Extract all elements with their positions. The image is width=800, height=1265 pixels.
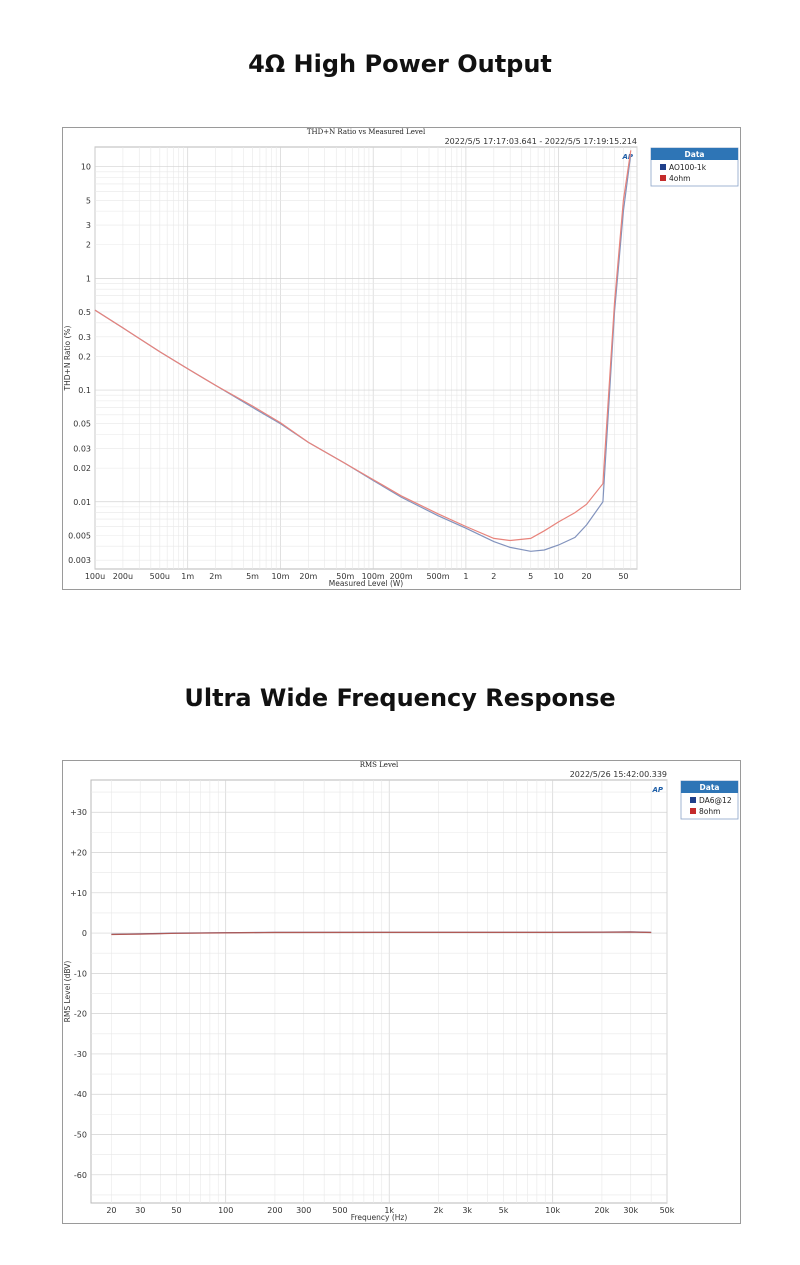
legend-label-1: AO100-1k	[669, 163, 707, 172]
x-tick-label: 2k	[434, 1206, 444, 1215]
plot-area	[94, 146, 638, 570]
x-axis-label: Frequency (Hz)	[351, 1213, 408, 1222]
x-tick-label: 30	[135, 1206, 145, 1215]
x-tick-label: 200	[267, 1206, 282, 1215]
y-tick-label: 0.2	[78, 352, 91, 361]
y-tick-label: 0.5	[78, 308, 91, 317]
series-line-2	[111, 931, 652, 936]
section-heading-frequency: Ultra Wide Frequency Response	[184, 684, 616, 712]
x-tick-label: 10k	[545, 1206, 560, 1215]
y-tick-label: -10	[74, 969, 87, 978]
y-tick-label: 0.02	[73, 464, 91, 473]
x-tick-label: 300	[296, 1206, 311, 1215]
y-tick-label: 5	[86, 196, 91, 205]
x-tick-label: 50	[171, 1206, 181, 1215]
x-tick-label: 500u	[150, 572, 170, 581]
legend-label-2: 4ohm	[669, 174, 690, 183]
y-axis-label: RMS Level (dBV)	[63, 961, 72, 1023]
x-tick-label: 5m	[246, 572, 259, 581]
y-tick-label: 0.1	[78, 386, 91, 395]
plot-area	[90, 779, 668, 1204]
grid	[94, 147, 638, 569]
y-tick-label: -40	[74, 1090, 87, 1099]
chart-1: 100u 200u 500u 1m 2m 5m 10m 20m 50m 100m 200m 500m 1…	[62, 127, 741, 590]
x-tick-label: 30k	[623, 1206, 638, 1215]
x-tick-label: 50	[618, 572, 628, 581]
y-tick-label: +20	[70, 849, 87, 858]
x-tick-label: 1	[463, 572, 468, 581]
legend-title: Data	[700, 783, 720, 792]
x-tick-label: 2m	[209, 572, 222, 581]
x-tick-label: 20m	[299, 572, 317, 581]
y-axis-label: THD+N Ratio (%)	[63, 325, 72, 391]
grid	[91, 780, 668, 1203]
x-tick-label: 50k	[660, 1206, 675, 1215]
x-tick-label: 20	[106, 1206, 116, 1215]
legend: Data DA6@12 8ohm	[680, 780, 739, 820]
y-tick-label: -50	[74, 1131, 87, 1140]
y-tick-label: +30	[70, 808, 87, 817]
ap-logo-icon: AP	[621, 153, 633, 161]
x-tick-label: 20	[581, 572, 591, 581]
legend-header	[651, 148, 738, 160]
x-tick-label: 200u	[113, 572, 133, 581]
legend-header	[681, 781, 738, 793]
chart-title: RMS Level	[360, 761, 399, 769]
y-tick-label: 2	[86, 241, 91, 250]
legend-swatch-1	[660, 164, 666, 170]
y-tick-label: 0.03	[73, 444, 91, 453]
x-tick-label: 1k	[384, 1206, 394, 1215]
x-tick-label: 20k	[595, 1206, 610, 1215]
y-tick-label: 3	[86, 221, 91, 230]
x-tick-label: 500m	[426, 572, 449, 581]
section-heading-power: 4Ω High Power Output	[248, 50, 552, 78]
y-tick-label: 10	[81, 163, 91, 172]
series-line-2	[94, 150, 632, 542]
ap-logo-icon: AP	[651, 786, 663, 794]
legend-swatch-2	[660, 175, 666, 181]
legend-label-1: DA6@12	[699, 796, 732, 805]
x-tick-label: 200m	[390, 572, 413, 581]
x-tick-label: 3k	[462, 1206, 472, 1215]
chart-2: 20 30 50 100 200 300 500 1k 2k 3k 5k 10k 20k 30k 50k +3…	[62, 760, 741, 1224]
x-tick-label: 1m	[181, 572, 194, 581]
y-tick-label: +10	[70, 889, 87, 898]
y-tick-label: 0.01	[73, 498, 91, 507]
x-tick-label: 100m	[362, 572, 385, 581]
x-axis-label: Measured Level (W)	[329, 579, 404, 588]
x-tick-label: 100u	[85, 572, 105, 581]
chart-title: THD+N Ratio vs Measured Level	[307, 128, 426, 136]
y-tick-label: 0	[82, 929, 87, 938]
y-tick-label: 1	[86, 274, 91, 283]
legend: Data AO100-1k 4ohm	[650, 147, 739, 187]
x-tick-label: 5	[528, 572, 533, 581]
chart-timestamp: 2022/5/26 15:42:00.339	[570, 770, 667, 779]
y-tick-label: 0.05	[73, 420, 91, 429]
legend-label-2: 8ohm	[699, 807, 720, 816]
y-tick-label: -20	[74, 1010, 87, 1019]
y-tick-label: 0.003	[68, 556, 91, 565]
x-tick-label: 50m	[336, 572, 354, 581]
x-tick-label: 2	[491, 572, 496, 581]
legend-title: Data	[685, 150, 705, 159]
x-tick-label: 10m	[271, 572, 289, 581]
legend-swatch-2	[690, 808, 696, 814]
y-tick-label: -60	[74, 1171, 87, 1180]
y-tick-label: -30	[74, 1050, 87, 1059]
y-tick-label: 0.005	[68, 531, 91, 540]
y-tick-label: 0.3	[78, 333, 91, 342]
x-tick-label: 5k	[499, 1206, 509, 1215]
chart-timestamp: 2022/5/5 17:17:03.641 - 2022/5/5 17:19:1…	[445, 137, 637, 146]
x-tick-label: 500	[332, 1206, 347, 1215]
legend-swatch-1	[690, 797, 696, 803]
x-tick-label: 10	[554, 572, 564, 581]
x-tick-label: 100	[218, 1206, 233, 1215]
